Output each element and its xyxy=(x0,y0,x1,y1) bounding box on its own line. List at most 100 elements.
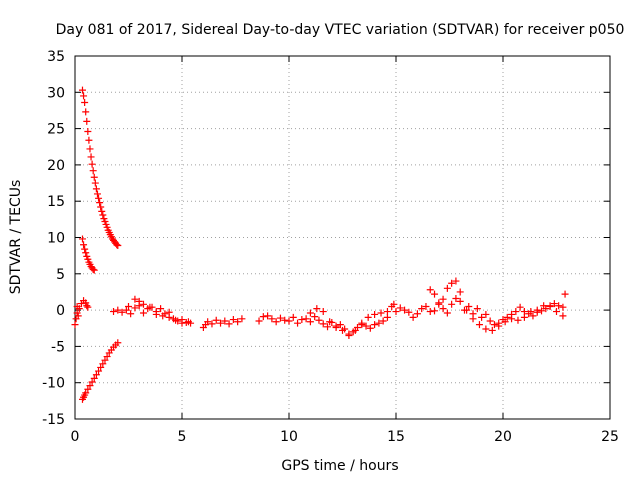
y-tick-label: -10 xyxy=(42,376,65,392)
y-axis-label: SDTVAR / TECUs xyxy=(8,180,24,295)
data-point xyxy=(452,294,460,302)
data-point xyxy=(90,374,98,382)
data-point xyxy=(268,315,276,323)
data-point xyxy=(475,321,483,329)
data-point xyxy=(152,308,160,316)
data-point xyxy=(478,313,486,321)
y-tick-label: 10 xyxy=(47,231,65,247)
data-point xyxy=(114,241,122,249)
data-point xyxy=(371,310,379,318)
data-point xyxy=(379,317,387,325)
y-tick-label: 30 xyxy=(47,85,65,101)
data-point xyxy=(435,299,443,307)
series-0 xyxy=(78,86,122,249)
series-4 xyxy=(110,277,569,338)
data-point xyxy=(71,321,79,329)
data-point xyxy=(272,318,280,326)
data-point xyxy=(82,249,90,257)
data-point xyxy=(255,317,263,325)
data-point xyxy=(520,313,528,321)
data-point xyxy=(463,306,471,314)
data-point xyxy=(443,309,451,317)
data-point xyxy=(97,363,105,371)
data-point xyxy=(122,306,130,314)
data-point xyxy=(409,313,417,321)
data-point xyxy=(110,308,118,316)
x-tick-label: 15 xyxy=(387,429,405,445)
data-point xyxy=(426,308,434,316)
data-point xyxy=(465,302,473,310)
data-point xyxy=(306,318,314,326)
data-point xyxy=(302,315,310,323)
data-point xyxy=(413,310,421,318)
data-point xyxy=(490,321,498,329)
data-point xyxy=(88,378,96,386)
data-point xyxy=(99,360,107,368)
data-point xyxy=(221,317,229,325)
data-point xyxy=(83,302,91,310)
data-point xyxy=(118,308,126,316)
series-3 xyxy=(71,297,92,329)
data-point xyxy=(392,308,400,316)
data-point xyxy=(125,302,132,310)
data-point xyxy=(405,308,413,316)
data-point xyxy=(131,295,139,303)
data-point xyxy=(113,241,121,249)
data-point xyxy=(439,305,447,313)
data-point xyxy=(238,315,246,323)
y-tick-label: 15 xyxy=(47,194,65,210)
data-points xyxy=(71,86,569,403)
data-point xyxy=(172,316,180,324)
data-point xyxy=(559,312,567,320)
data-point xyxy=(97,203,105,211)
data-point xyxy=(81,98,89,106)
data-point xyxy=(281,316,289,324)
data-point xyxy=(473,305,481,313)
data-point xyxy=(157,305,165,313)
data-point xyxy=(217,319,225,327)
data-point xyxy=(529,312,537,320)
data-point xyxy=(345,332,353,340)
data-point xyxy=(362,322,370,330)
data-point xyxy=(448,279,456,287)
data-point xyxy=(98,207,106,215)
x-tick-label: 20 xyxy=(494,429,512,445)
chart-title: Day 081 of 2017, Sidereal Day-to-day VTE… xyxy=(56,22,625,38)
data-point xyxy=(85,136,93,144)
data-point xyxy=(96,199,104,207)
data-point xyxy=(208,320,216,328)
data-point xyxy=(259,313,267,321)
x-axis-label: GPS time / hours xyxy=(281,458,398,474)
data-point xyxy=(127,310,135,318)
data-point xyxy=(553,308,560,316)
series-2 xyxy=(78,339,122,403)
data-point xyxy=(92,185,100,193)
data-point xyxy=(501,318,509,326)
data-point xyxy=(439,295,447,303)
x-tick-label: 25 xyxy=(601,429,619,445)
data-point xyxy=(443,284,451,292)
data-point xyxy=(315,316,323,324)
data-point xyxy=(469,315,477,323)
data-point xyxy=(289,313,297,321)
data-point xyxy=(204,318,212,326)
y-tick-label: 35 xyxy=(47,49,65,65)
data-point xyxy=(371,321,379,329)
data-point xyxy=(159,312,167,320)
data-point xyxy=(92,371,100,379)
data-point xyxy=(448,300,456,308)
data-point xyxy=(88,160,96,168)
data-point xyxy=(431,307,439,315)
data-point xyxy=(311,313,319,321)
data-point xyxy=(561,290,569,298)
data-point xyxy=(80,241,88,249)
data-point xyxy=(512,308,520,316)
data-point xyxy=(95,194,103,202)
data-point xyxy=(82,389,90,397)
data-point xyxy=(212,316,220,324)
data-point xyxy=(422,302,430,310)
data-point xyxy=(86,145,94,153)
data-point xyxy=(89,265,97,273)
data-point xyxy=(390,300,398,308)
data-point xyxy=(401,306,409,314)
